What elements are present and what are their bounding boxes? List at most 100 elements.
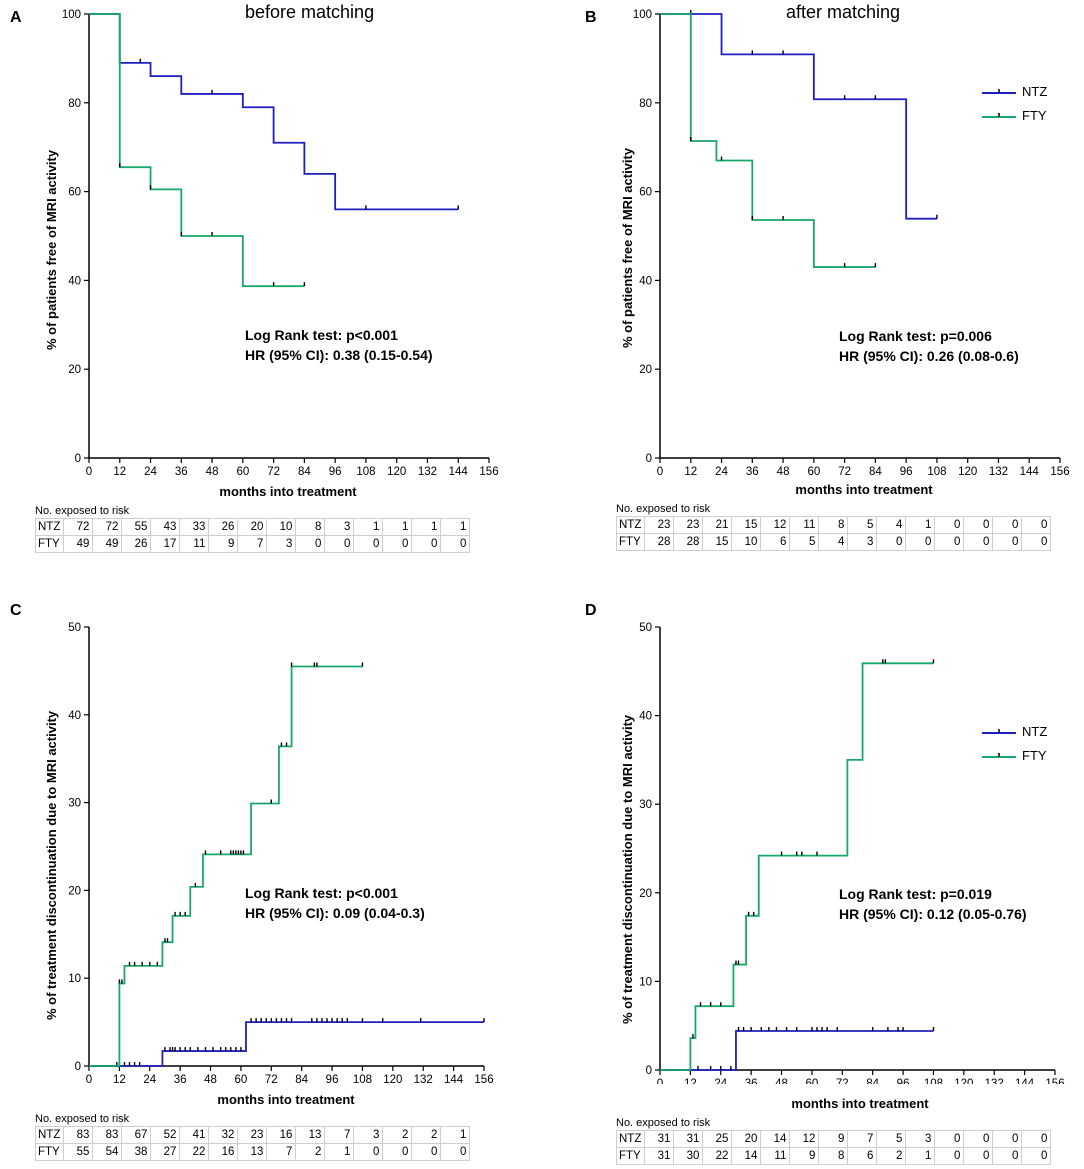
- x-tick-label: 0: [657, 466, 663, 478]
- risk-cell: 32: [208, 1126, 239, 1144]
- series-line-fty: [89, 13, 305, 288]
- risk-cell: 8: [818, 516, 849, 534]
- risk-table-caption: No. exposed to risk: [35, 505, 130, 517]
- risk-table: NTZ 83 83 67 52 41 32 23 16 13 7 3 2 2 1 FTY 55 54 38 27 22 1…: [34, 1126, 471, 1161]
- risk-row-fty: FTY 49 49 26 17 11 9 7 3 0 0 0 0 0 0: [34, 535, 471, 553]
- panel-a: A before matching 0 20 40 60 80 100 0 12 24 36 48 6…: [0, 0, 542, 584]
- risk-cell: 0: [295, 535, 326, 553]
- risk-cell: 15: [702, 533, 733, 551]
- y-tick-label: 0: [75, 1061, 81, 1073]
- risk-cell: 31: [644, 1130, 675, 1148]
- risk-cell: 3: [266, 535, 297, 553]
- risk-row-ntz: NTZ 23 23 21 15 12 11 8 5 4 1 0 0 0 0: [615, 516, 1052, 534]
- risk-cell: 0: [382, 1143, 413, 1161]
- x-tick-label: 24: [144, 466, 157, 478]
- series-line-ntz: [660, 1030, 934, 1071]
- risk-cell: 38: [121, 1143, 152, 1161]
- x-tick-label: 36: [746, 466, 759, 478]
- risk-cell: 9: [789, 1147, 820, 1165]
- risk-cell: 0: [411, 535, 442, 553]
- y-tick-label: 60: [68, 187, 81, 199]
- risk-cell: 25: [702, 1130, 733, 1148]
- risk-cell: 20: [731, 1130, 762, 1148]
- risk-cell: 10: [731, 533, 762, 551]
- series-line-ntz: [660, 13, 937, 220]
- x-axis-label: months into treatment: [795, 482, 933, 497]
- risk-cell: 1: [440, 1126, 471, 1144]
- legend: NTZ FTY: [982, 80, 1047, 128]
- risk-cell: 21: [702, 516, 733, 534]
- x-tick-label: 72: [267, 466, 280, 478]
- risk-cell: 4: [876, 516, 907, 534]
- series-line-fty: [660, 13, 876, 268]
- risk-cell: 72: [92, 518, 123, 536]
- x-tick-label: 84: [298, 466, 311, 478]
- panel-b: B after matching 0 20 40 60 80 100 0 12 24 36 48 60…: [542, 0, 1084, 584]
- series-line-ntz: [89, 13, 459, 211]
- risk-cell: 0: [905, 533, 936, 551]
- x-tick-label: 144: [1015, 1078, 1035, 1084]
- y-axis-label: % of patients free of MRI activity: [44, 149, 59, 350]
- risk-cell: 43: [150, 518, 181, 536]
- km-plot-a: 0 20 40 60 80 100 0 12 24 36 48 60 72 84 96 108 120 132 14…: [62, 9, 499, 478]
- risk-cell: 3: [905, 1130, 936, 1148]
- risk-cell: 55: [63, 1143, 94, 1161]
- risk-cell: 0: [382, 535, 413, 553]
- risk-cell: 83: [92, 1126, 123, 1144]
- risk-cell: 0: [440, 1143, 471, 1161]
- risk-cell: 33: [179, 518, 210, 536]
- y-tick-label: 0: [646, 1065, 652, 1077]
- risk-cell: 83: [63, 1126, 94, 1144]
- x-tick-label: 132: [418, 466, 437, 478]
- risk-cell: 0: [934, 516, 965, 534]
- risk-cell: 9: [818, 1130, 849, 1148]
- risk-cell: 52: [150, 1126, 181, 1144]
- y-tick-label: 80: [639, 98, 652, 110]
- risk-cell: 0: [934, 1130, 965, 1148]
- risk-cell: 11: [789, 516, 820, 534]
- risk-cell: 4: [818, 533, 849, 551]
- y-tick-label: 20: [639, 888, 652, 900]
- legend-label: FTY: [1022, 108, 1047, 123]
- stats-annotation: Log Rank test: p=0.006 HR (95% CI): 0.26…: [839, 326, 1019, 366]
- legend-line-fty-icon: [982, 112, 1016, 118]
- x-tick-label: 36: [174, 1074, 187, 1084]
- legend-line-ntz-icon: [982, 728, 1016, 734]
- risk-cell: 0: [876, 533, 907, 551]
- stats-annotation: Log Rank test: p<0.001 HR (95% CI): 0.38…: [245, 325, 433, 365]
- risk-cell: 14: [760, 1130, 791, 1148]
- risk-row-label: NTZ: [34, 518, 65, 536]
- x-tick-label: 72: [836, 1078, 849, 1084]
- risk-row-label: FTY: [615, 533, 646, 551]
- risk-cell: 1: [353, 518, 384, 536]
- risk-row-fty: FTY 28 28 15 10 6 5 4 3 0 0 0 0 0 0: [615, 533, 1052, 551]
- risk-cell: 0: [324, 535, 355, 553]
- x-tick-label: 96: [897, 1078, 910, 1084]
- risk-cell: 6: [760, 533, 791, 551]
- x-tick-label: 60: [807, 466, 820, 478]
- x-tick-label: 72: [265, 1074, 278, 1084]
- x-tick-label: 48: [204, 1074, 217, 1084]
- legend-item-fty: FTY: [982, 104, 1047, 128]
- y-tick-label: 10: [68, 973, 81, 985]
- risk-cell: 26: [208, 518, 239, 536]
- y-tick-label: 10: [639, 976, 652, 988]
- x-tick-label: 84: [295, 1074, 308, 1084]
- risk-cell: 22: [702, 1147, 733, 1165]
- log-rank-text: Log Rank test: p<0.001: [245, 885, 398, 901]
- risk-cell: 11: [760, 1147, 791, 1165]
- y-tick-label: 100: [62, 9, 81, 21]
- risk-table-caption: No. exposed to risk: [616, 503, 711, 515]
- y-axis-label: % of treatment discontinuation due to MR…: [620, 714, 635, 1024]
- legend: NTZ FTY: [982, 720, 1047, 768]
- x-tick-label: 24: [143, 1074, 156, 1084]
- risk-cell: 5: [847, 516, 878, 534]
- y-tick-label: 50: [639, 622, 652, 634]
- log-rank-text: Log Rank test: p=0.006: [839, 328, 992, 344]
- x-tick-label: 156: [479, 466, 498, 478]
- risk-cell: 12: [760, 516, 791, 534]
- risk-row-label: NTZ: [615, 516, 646, 534]
- x-tick-label: 84: [869, 466, 882, 478]
- risk-cell: 5: [876, 1130, 907, 1148]
- risk-cell: 12: [789, 1130, 820, 1148]
